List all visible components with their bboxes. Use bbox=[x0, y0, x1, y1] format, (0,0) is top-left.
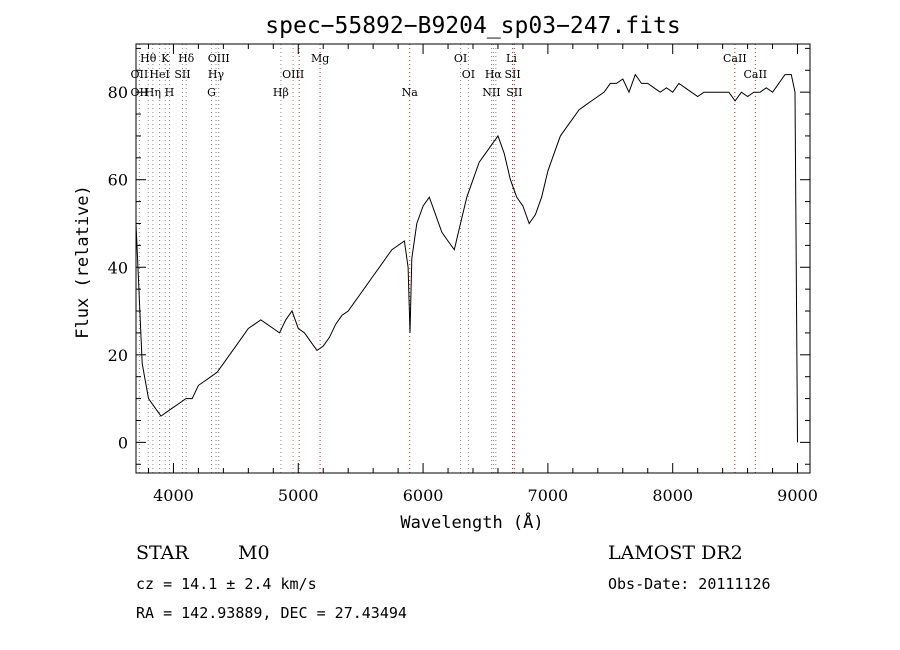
emission-line-markers bbox=[138, 44, 756, 473]
spectrum-line bbox=[135, 73, 798, 443]
line-label: H bbox=[165, 86, 175, 99]
line-label: SII bbox=[174, 68, 190, 81]
x-tick-label: 4000 bbox=[153, 486, 194, 505]
line-label: HeI bbox=[149, 68, 169, 81]
line-label: Li bbox=[506, 52, 517, 65]
line-label: OI bbox=[462, 68, 475, 81]
chart-title: spec−55892−B9204_sp03−247.fits bbox=[265, 13, 680, 39]
line-label: OIII bbox=[282, 68, 304, 81]
line-label: Hθ bbox=[140, 52, 157, 65]
plot-frame bbox=[135, 43, 811, 474]
line-label: K bbox=[161, 52, 170, 65]
line-label: NII bbox=[482, 86, 500, 99]
x-tick-label: 6000 bbox=[403, 486, 444, 505]
line-label: Hβ bbox=[273, 86, 289, 99]
x-axis-label: Wavelength (Å) bbox=[400, 511, 543, 533]
y-tick-label: 80 bbox=[108, 83, 128, 102]
y-tick-label: 40 bbox=[108, 258, 128, 277]
x-tick-label: 5000 bbox=[278, 486, 319, 505]
y-tick-label: 60 bbox=[108, 171, 128, 190]
line-label: CaII bbox=[723, 52, 747, 65]
coordinates-text: RA = 142.93889, DEC = 27.43494 bbox=[136, 604, 407, 622]
x-tick-label: 8000 bbox=[652, 486, 693, 505]
line-label: SII bbox=[504, 68, 520, 81]
y-axis-ticks: 0 20 40 60 80 bbox=[108, 47, 810, 465]
y-axis-label: Flux (relative) bbox=[73, 185, 93, 339]
x-axis-ticks: 4000 5000 6000 7000 8000 9000 bbox=[147, 44, 818, 505]
line-label: Hη bbox=[145, 86, 161, 99]
line-label: Mg bbox=[311, 52, 329, 65]
line-label: Na bbox=[402, 86, 419, 99]
y-tick-label: 20 bbox=[108, 346, 128, 365]
y-tick-label: 0 bbox=[118, 433, 128, 452]
line-label: CaII bbox=[743, 68, 767, 81]
redshift-text: cz = 14.1 ± 2.4 km/s bbox=[136, 575, 317, 593]
line-label: G bbox=[207, 86, 216, 99]
line-label: OII bbox=[131, 68, 149, 81]
object-subclass: M0 bbox=[238, 542, 270, 564]
line-label: SII bbox=[506, 86, 522, 99]
data-release: LAMOST DR2 bbox=[608, 542, 743, 564]
x-tick-label: 9000 bbox=[777, 486, 818, 505]
line-label: OIII bbox=[208, 52, 230, 65]
line-label: OI bbox=[454, 52, 467, 65]
x-tick-label: 7000 bbox=[528, 486, 569, 505]
object-class: STAR bbox=[136, 542, 189, 564]
line-label: Hα bbox=[485, 68, 503, 81]
line-label: Hδ bbox=[178, 52, 195, 65]
observation-date: Obs-Date: 20111126 bbox=[608, 575, 771, 593]
line-label: Hγ bbox=[208, 68, 225, 81]
